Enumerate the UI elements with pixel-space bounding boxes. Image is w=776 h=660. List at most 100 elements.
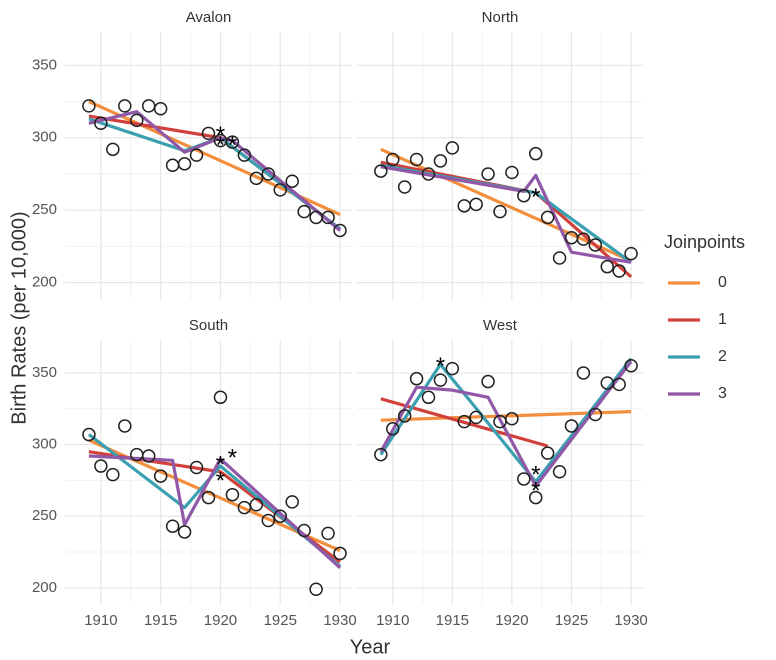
x-tick-label: 1910: [84, 612, 117, 629]
data-point: [130, 113, 144, 128]
data-point: [469, 197, 483, 212]
data-point: [529, 146, 543, 161]
data-point: [237, 148, 252, 162]
data-point: [225, 487, 240, 502]
data-point: [297, 204, 311, 219]
data-point: [576, 366, 591, 380]
joinpoint-marker: *: [436, 353, 445, 380]
data-point: [189, 148, 204, 162]
data-point: [141, 449, 156, 463]
data-point: [297, 523, 311, 538]
x-tick-label: 1915: [144, 612, 177, 629]
data-point: [249, 497, 264, 512]
x-tick-label: 1920: [204, 612, 237, 629]
legend-label: 0: [718, 274, 727, 291]
data-point: [600, 259, 614, 274]
panel-title: North: [482, 9, 519, 26]
x-tick-label: 1925: [264, 612, 297, 629]
y-tick-label: 250: [32, 201, 57, 218]
data-point: [397, 409, 412, 423]
data-point: [82, 99, 96, 113]
panel: South 1910 1915 1920 1925 1930 200 250 300 350 ***: [32, 317, 357, 629]
data-point: [249, 171, 264, 186]
joinpoint-marker: *: [216, 452, 225, 479]
data-point: [333, 546, 347, 561]
data-point: [445, 141, 460, 155]
data-point: [261, 513, 276, 528]
data-point: [481, 167, 495, 181]
legend-label: 1: [718, 311, 727, 328]
data-point: [457, 414, 471, 429]
data-point: [421, 167, 436, 181]
data-point: [433, 373, 448, 387]
data-point: [493, 204, 507, 219]
y-tick-label: 350: [32, 364, 57, 381]
data-point: [624, 359, 638, 373]
data-point: [261, 167, 276, 181]
data-point: [213, 390, 228, 405]
data-point: [309, 210, 323, 225]
data-point: [540, 446, 555, 460]
panel: Avalon 200 250 300 350 ** *: [32, 9, 352, 300]
data-point: [106, 142, 120, 157]
x-tick-label: 1930: [614, 612, 647, 629]
y-tick-label: 300: [32, 129, 57, 146]
data-point: [529, 490, 543, 505]
data-point: [505, 412, 519, 426]
data-point: [445, 361, 460, 376]
data-point: [225, 135, 240, 149]
fit-line: [88, 454, 342, 569]
x-tick-label: 1920: [495, 612, 528, 629]
fit-line: [87, 433, 342, 568]
data-point: [386, 152, 400, 167]
data-point: [576, 232, 591, 246]
panel-title: Avalon: [186, 9, 232, 26]
data-point: [321, 210, 335, 225]
data-point: [118, 99, 132, 113]
data-point: [374, 447, 388, 462]
x-tick-label: 1910: [376, 612, 409, 629]
data-point: [612, 377, 626, 392]
data-point: [321, 526, 335, 541]
data-point: [309, 582, 323, 596]
panel-title: West: [483, 317, 518, 334]
joinpoint-marker: *: [228, 132, 237, 159]
panel-title: South: [189, 317, 228, 334]
joinpoint-marker: *: [216, 467, 225, 494]
data-point: [624, 246, 638, 261]
data-point: [82, 427, 96, 442]
x-tick-label: 1930: [323, 612, 356, 629]
data-point: [397, 180, 412, 194]
joinpoint-marker: *: [228, 445, 237, 472]
fit-line: [379, 360, 633, 488]
fit-line: [88, 110, 342, 232]
fit-line: [380, 160, 633, 279]
y-axis-title: Birth Rates (per 10,000): [8, 211, 30, 424]
y-tick-label: 200: [32, 579, 57, 596]
joinpoint-marker: *: [531, 477, 540, 504]
data-point: [588, 238, 603, 252]
data-point: [433, 154, 448, 168]
data-point: [201, 126, 216, 141]
data-point: [94, 459, 108, 473]
data-point: [177, 525, 192, 539]
x-tick-label: 1915: [436, 612, 469, 629]
fit-line: [379, 357, 633, 484]
data-point: [165, 519, 180, 533]
data-point: [165, 158, 180, 173]
data-point: [374, 164, 388, 178]
data-point: [273, 183, 287, 197]
data-point: [517, 472, 531, 486]
data-point: [552, 465, 567, 479]
data-point: [273, 509, 287, 523]
data-point: [386, 422, 400, 436]
data-point: [588, 407, 603, 422]
data-point: [540, 210, 555, 225]
data-point: [106, 467, 120, 482]
data-point: [517, 188, 531, 203]
y-tick-label: 300: [32, 436, 57, 453]
data-point: [285, 495, 299, 509]
data-point: [552, 251, 567, 265]
